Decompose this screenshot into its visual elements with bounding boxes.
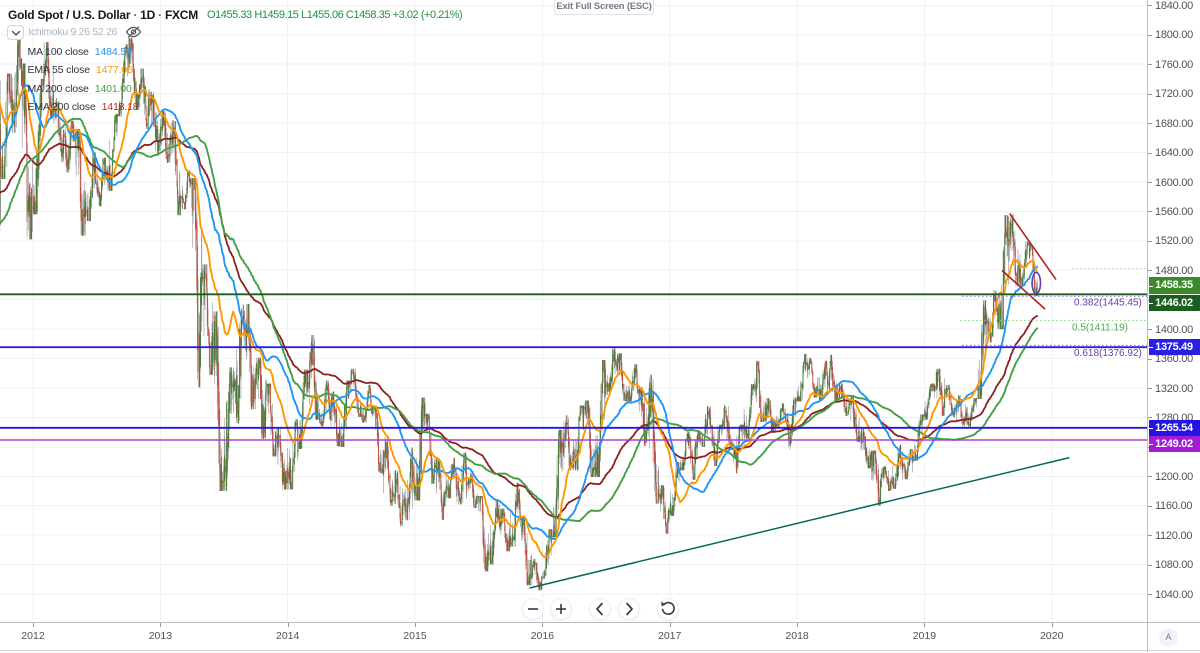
svg-text:0.5(1411.19): 0.5(1411.19)	[1072, 323, 1128, 334]
svg-text:0.618(1376.92): 0.618(1376.92)	[1074, 348, 1142, 359]
svg-text:0.382(1445.45): 0.382(1445.45)	[1074, 298, 1142, 309]
